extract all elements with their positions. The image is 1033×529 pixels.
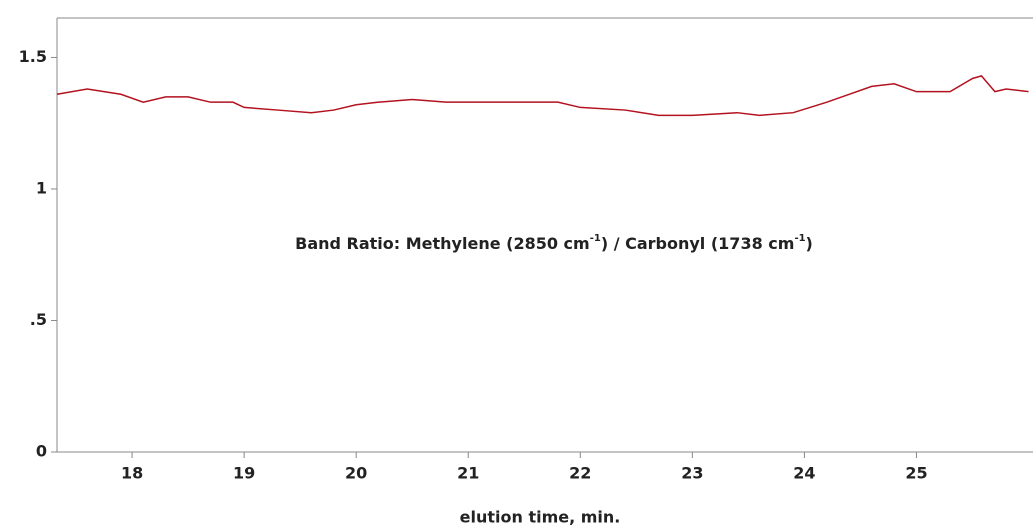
x-tick-label: 18 (121, 464, 143, 483)
x-tick-label: 25 (905, 464, 927, 483)
x-tick-label: 21 (457, 464, 479, 483)
y-tick-label: 1 (36, 178, 47, 197)
annotation-part: Band Ratio: Methylene (2850 cm (295, 234, 590, 253)
annotation: Band Ratio: Methylene (2850 cm-1) / Carb… (295, 233, 813, 253)
x-tick-label: 19 (233, 464, 255, 483)
x-tick-label: 24 (793, 464, 815, 483)
x-tick-label: 20 (345, 464, 367, 483)
x-tick-label: 22 (569, 464, 591, 483)
y-tick-label: .5 (30, 310, 47, 329)
annotation-part: ) / Carbonyl (1738 cm (601, 234, 795, 253)
x-axis-label: elution time, min. (460, 508, 621, 527)
x-tick-label: 23 (681, 464, 703, 483)
annotation-part: ) (806, 234, 813, 253)
y-tick-label: 1.5 (19, 47, 47, 66)
data-line (56, 75, 1029, 117)
superscript: -1 (794, 233, 805, 244)
y-tick-label: 0 (36, 442, 47, 461)
superscript: -1 (590, 233, 601, 244)
